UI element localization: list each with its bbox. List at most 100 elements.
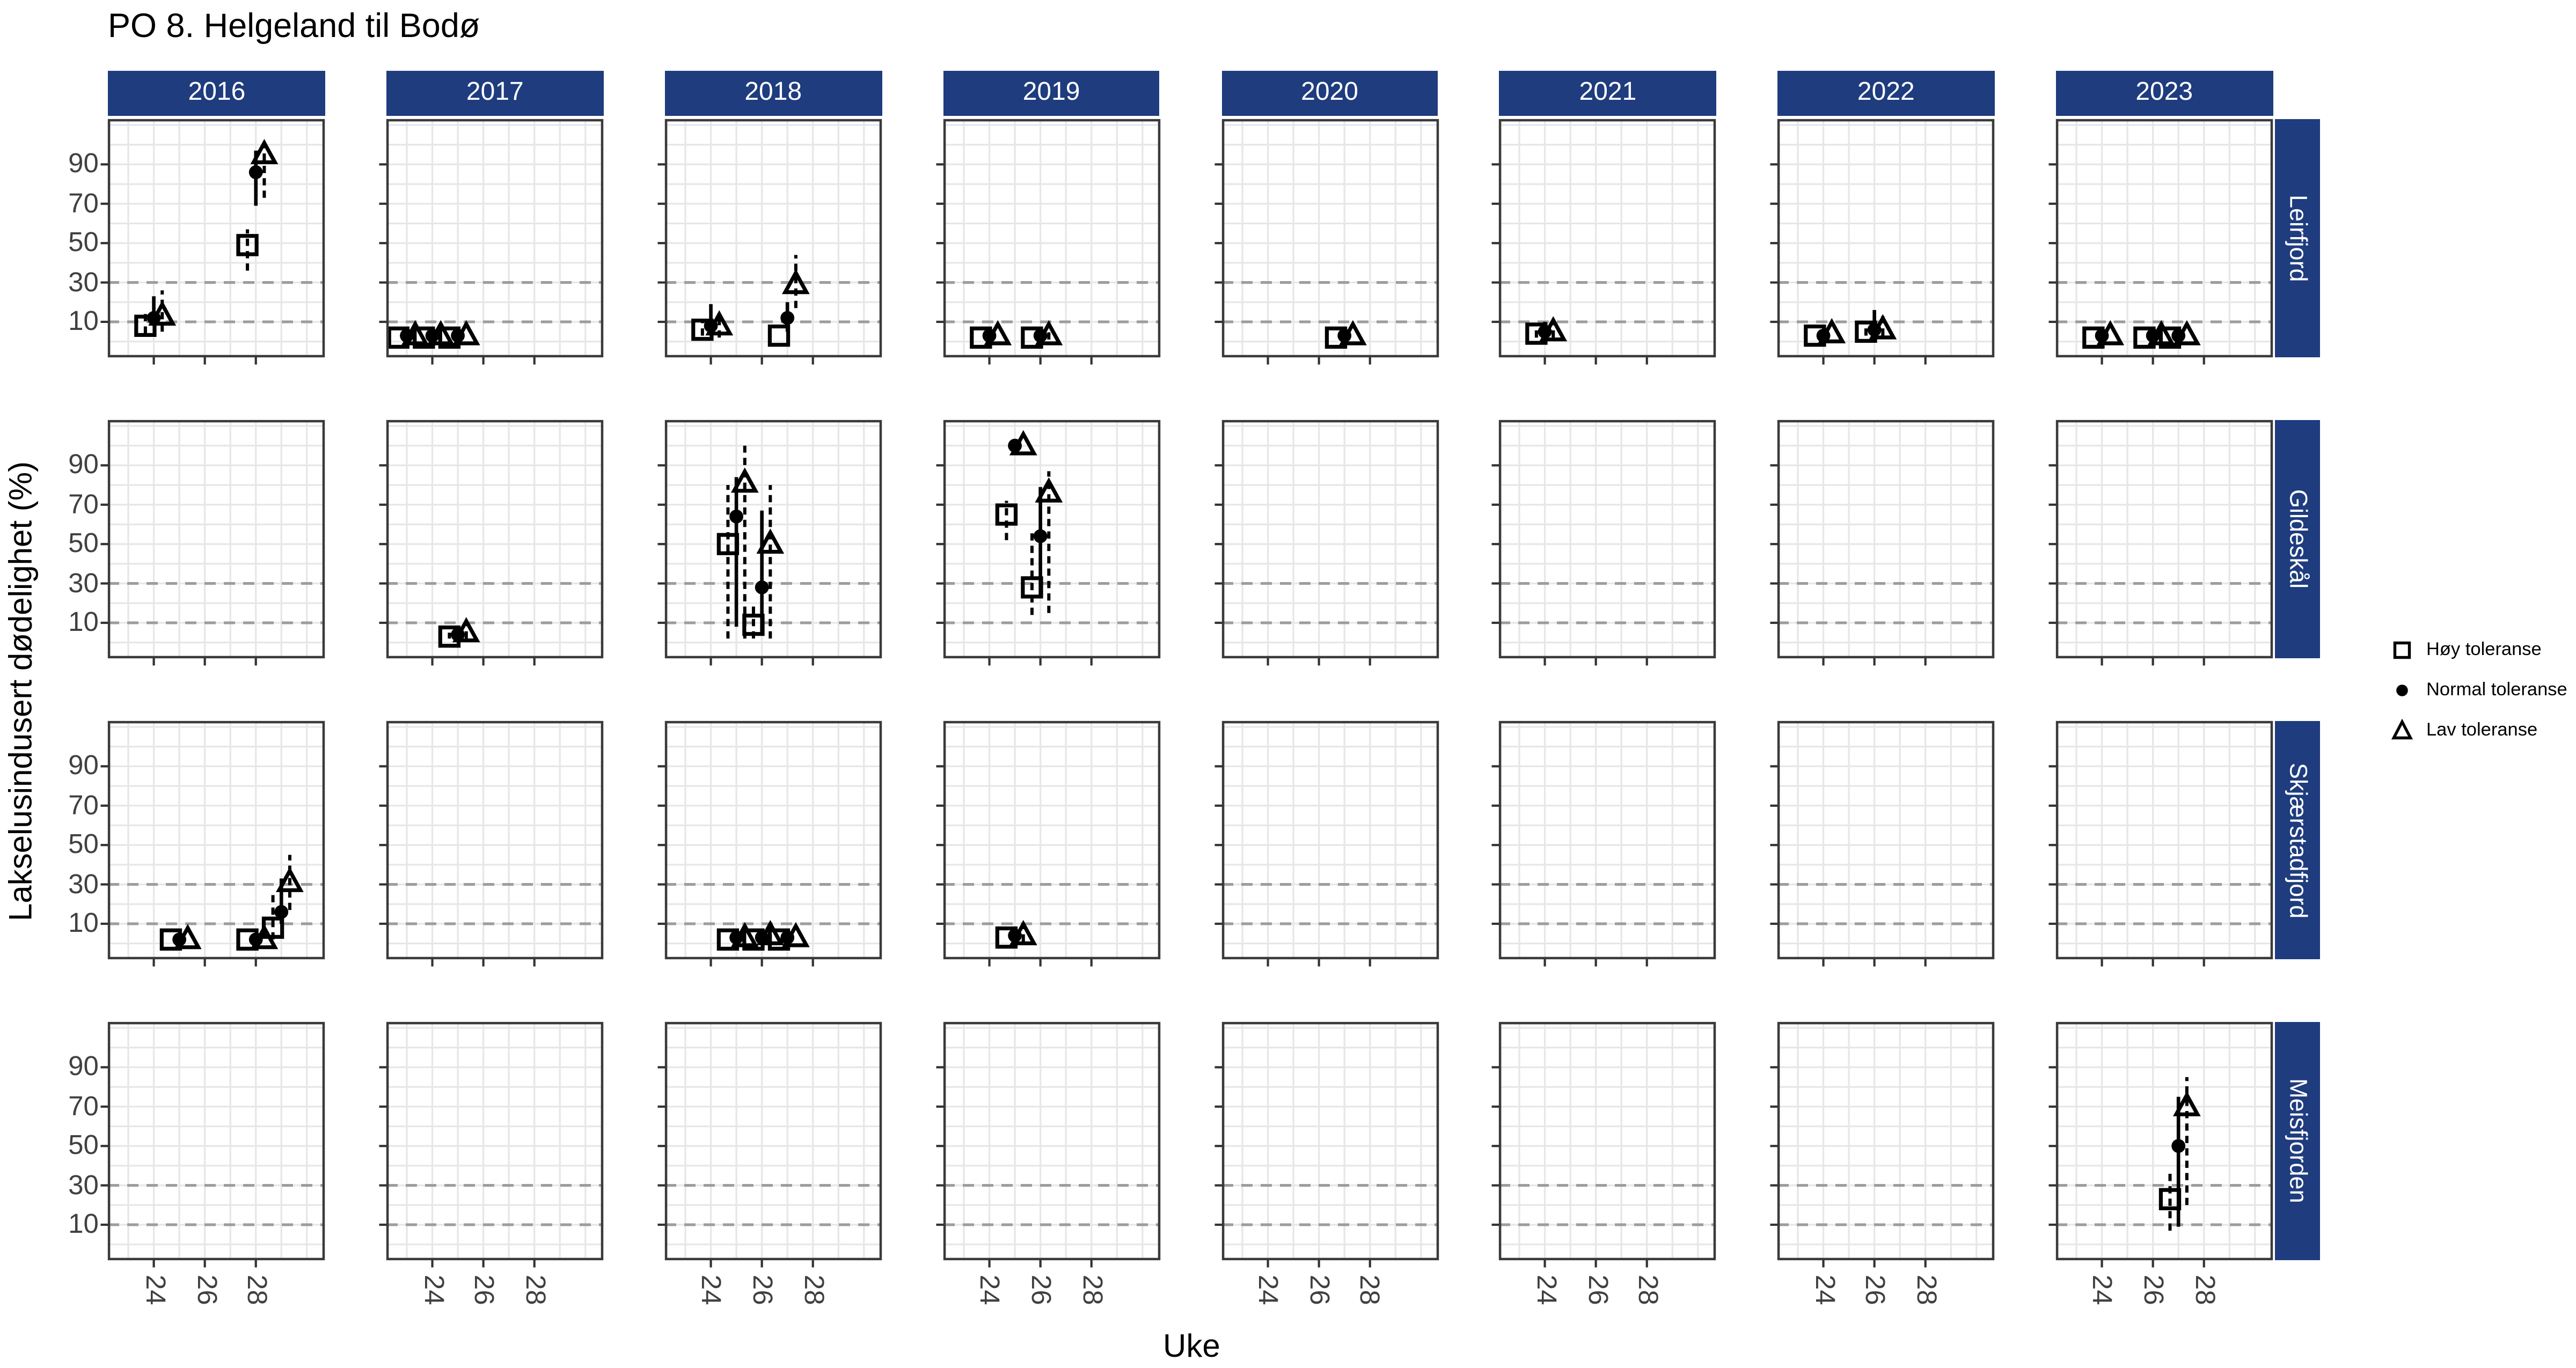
panel-canvas — [1492, 1021, 1717, 1268]
panel-skjærstadfjord-2017 — [379, 720, 604, 967]
facet-column-header-2021: 2021 — [1499, 70, 1716, 115]
panel-skjærstadfjord-2021 — [1492, 720, 1717, 967]
y-tick-label: 90 — [68, 449, 99, 480]
point-square — [994, 503, 1018, 526]
point-triangle — [781, 269, 810, 295]
x-tick-label: 26 — [1025, 1274, 1056, 1305]
facet-column-header-2023: 2023 — [2055, 70, 2273, 115]
x-tick-label: 26 — [1860, 1274, 1891, 1305]
panel-leirfjord-2020 — [1214, 119, 1438, 365]
panel-meisfjorden-2016 — [101, 1021, 326, 1268]
y-tick-label: 70 — [68, 1090, 99, 1121]
panel-skjærstadfjord-2022 — [1770, 720, 1995, 967]
y-tick-label: 30 — [68, 1169, 99, 1200]
panel-gildeskål-2018 — [657, 420, 882, 666]
point-triangle — [1818, 318, 1846, 343]
point-circle — [1033, 529, 1047, 543]
point-circle — [275, 905, 289, 919]
point-square — [767, 324, 790, 347]
panel-canvas — [1492, 420, 1717, 666]
panel-border — [1221, 420, 1438, 659]
panel-canvas — [379, 720, 604, 967]
y-tick-label: 30 — [68, 868, 99, 899]
point-triangle — [1338, 320, 1366, 345]
x-tick-label: 28 — [1076, 1274, 1107, 1305]
y-tick-label: 70 — [68, 789, 99, 820]
x-tick-label: 26 — [1304, 1274, 1335, 1305]
panel-canvas — [657, 1021, 882, 1268]
panel-border — [2055, 420, 2273, 659]
facet-row-strip-meisfjorden: Meisfjorden — [2275, 1022, 2320, 1260]
legend-triangle-glyph — [2391, 718, 2413, 740]
panel-skjærstadfjord-2020 — [1214, 720, 1438, 967]
facet-column-header-2020: 2020 — [1221, 70, 1438, 115]
panel-canvas — [1214, 720, 1438, 967]
panel-skjærstadfjord-2023 — [2048, 720, 2273, 967]
panel-border — [1777, 1021, 1995, 1261]
panel-meisfjorden-2023 — [2048, 1021, 2273, 1268]
panel-leirfjord-2023 — [2048, 119, 2273, 365]
panel-canvas — [657, 119, 882, 365]
panel-border — [386, 1021, 604, 1261]
facet-row-strip-skjærstadfjord: Skjærstadfjord — [2275, 721, 2320, 959]
panel-border — [2055, 1021, 2273, 1261]
legend-item-normal: Normal toleranse — [2389, 678, 2567, 703]
x-tick-label: 28 — [1911, 1274, 1942, 1305]
panel-canvas — [935, 119, 1160, 365]
x-tick-label: 24 — [974, 1274, 1005, 1305]
point-triangle — [756, 528, 784, 554]
facet-column-header-2018: 2018 — [664, 70, 882, 115]
panel-canvas — [101, 720, 326, 967]
panel-skjærstadfjord-2019 — [935, 720, 1160, 967]
panel-leirfjord-2022 — [1770, 119, 1995, 365]
point-triangle — [1008, 430, 1037, 455]
panel-meisfjorden-2020 — [1214, 1021, 1438, 1268]
point-triangle — [705, 310, 733, 336]
x-axis-title: Uke — [1163, 1329, 1220, 1365]
panel-border — [1777, 119, 1995, 358]
panel-canvas — [1214, 119, 1438, 365]
y-tick-label: 10 — [68, 606, 99, 637]
panel-border — [108, 420, 326, 659]
panel-canvas — [935, 1021, 1160, 1268]
panel-gildeskål-2022 — [1770, 420, 1995, 666]
x-tick-label: 26 — [2138, 1274, 2169, 1305]
panel-border — [942, 1021, 1160, 1261]
x-tick-label: 24 — [418, 1274, 449, 1305]
facet-row-strip-leirfjord: Leirfjord — [2275, 119, 2320, 357]
panel-leirfjord-2021 — [1492, 119, 1717, 365]
panel-canvas — [657, 420, 882, 666]
panel-border — [1777, 420, 1995, 659]
y-tick-label: 50 — [68, 829, 99, 860]
point-square — [716, 533, 739, 555]
facet-row-strip-gildeskål: Gildeskål — [2275, 420, 2320, 658]
point-triangle — [149, 300, 177, 326]
x-tick-label: 24 — [140, 1274, 171, 1305]
panel-border — [664, 1021, 882, 1261]
legend-symbol-square-icon — [2393, 641, 2411, 659]
point-triangle — [2096, 320, 2124, 345]
x-tick-label: 24 — [1253, 1274, 1284, 1305]
panel-border — [108, 1021, 326, 1261]
y-tick-label: 30 — [68, 266, 99, 297]
y-tick-label: 10 — [68, 305, 99, 336]
x-tick-label: 26 — [191, 1274, 222, 1305]
panel-gildeskål-2021 — [1492, 420, 1717, 666]
panel-canvas — [379, 1021, 604, 1268]
point-triangle — [1540, 316, 1568, 342]
plot-title: PO 8. Helgeland til Bodø — [108, 8, 480, 45]
panel-canvas — [1770, 720, 1995, 967]
x-tick-label: 28 — [520, 1274, 551, 1305]
point-triangle — [276, 866, 304, 892]
panel-canvas — [1492, 720, 1717, 967]
panel-canvas — [2048, 420, 2273, 666]
panel-meisfjorden-2017 — [379, 1021, 604, 1268]
panel-border — [108, 119, 326, 358]
panel-border — [2055, 119, 2273, 358]
panel-border — [1221, 720, 1438, 960]
panel-gildeskål-2023 — [2048, 420, 2273, 666]
panel-skjærstadfjord-2016 — [101, 720, 326, 967]
panel-skjærstadfjord-2018 — [657, 720, 882, 967]
point-triangle — [1034, 477, 1063, 503]
